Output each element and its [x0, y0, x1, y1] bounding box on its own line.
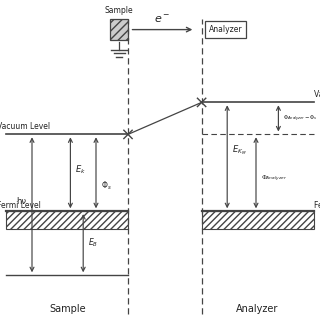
Bar: [110, 19, 128, 40]
Text: hν: hν: [16, 197, 26, 206]
Text: $\Phi_s$: $\Phi_s$: [101, 179, 112, 192]
Text: Fermi Level: Fermi Level: [0, 201, 41, 210]
Bar: [202, 211, 314, 229]
Text: Vacuum Level: Vacuum Level: [0, 122, 50, 131]
Bar: [205, 21, 246, 38]
Text: $\Phi_{Analyzer}$: $\Phi_{Analyzer}$: [261, 174, 287, 184]
Text: Analyzer: Analyzer: [236, 304, 279, 314]
Text: Sample: Sample: [105, 6, 133, 15]
Text: Sample: Sample: [49, 304, 85, 314]
Bar: [6, 211, 128, 229]
Text: $E_B$: $E_B$: [88, 237, 98, 250]
Text: $E_k$: $E_k$: [75, 163, 86, 176]
Text: Analyzer: Analyzer: [209, 25, 243, 34]
Text: $E_{K_M}$: $E_{K_M}$: [232, 144, 247, 157]
Text: Fermi Level: Fermi Level: [314, 201, 320, 210]
Text: $\Phi_{Analyzer} - \Phi_s$: $\Phi_{Analyzer} - \Phi_s$: [283, 113, 318, 124]
Text: $e^-$: $e^-$: [154, 14, 171, 25]
Text: Vacuum Level: Vacuum Level: [314, 90, 320, 99]
